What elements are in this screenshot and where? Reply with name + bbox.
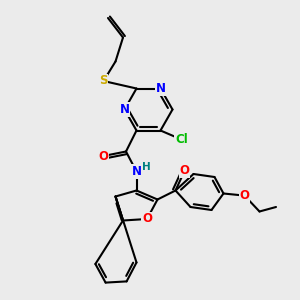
Text: Cl: Cl xyxy=(175,133,188,146)
Text: O: O xyxy=(98,149,109,163)
Text: N: N xyxy=(131,165,142,178)
Text: O: O xyxy=(179,164,190,178)
Text: N: N xyxy=(119,103,130,116)
Text: H: H xyxy=(142,162,151,172)
Text: O: O xyxy=(142,212,152,226)
Text: N: N xyxy=(155,82,166,95)
Text: S: S xyxy=(99,74,108,88)
Text: O: O xyxy=(239,189,250,202)
